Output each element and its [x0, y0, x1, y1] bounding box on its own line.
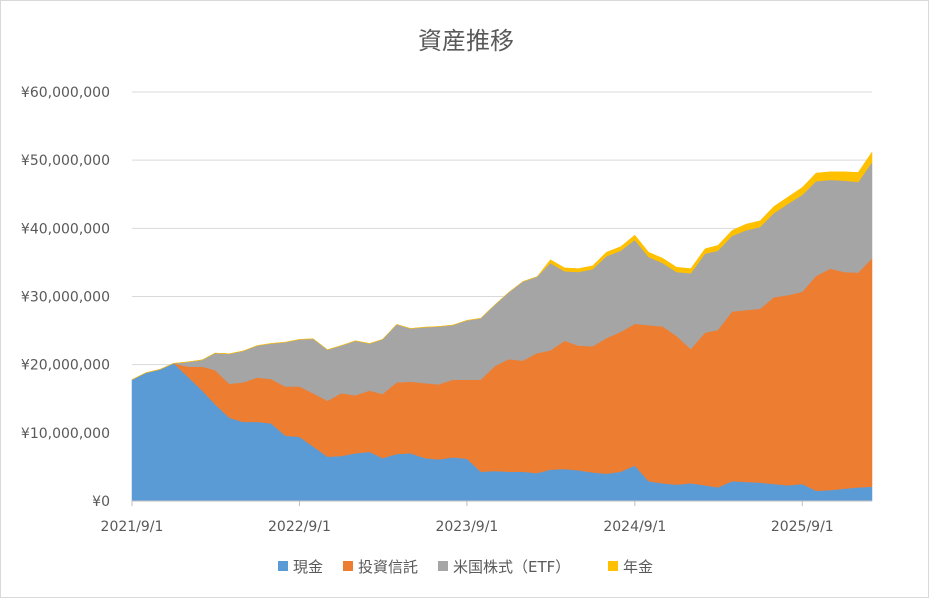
x-tick-label: 2025/9/1	[771, 519, 834, 535]
legend-swatch	[608, 561, 618, 571]
y-tick-label: ¥20,000,000	[21, 358, 110, 374]
y-tick-label: ¥30,000,000	[21, 290, 110, 306]
legend-item: 現金	[278, 558, 323, 576]
legend-label: 年金	[623, 558, 653, 576]
legend-item: 米国株式（ETF）	[438, 558, 570, 576]
x-tick-label: 2021/9/1	[101, 519, 164, 535]
legend-swatch	[438, 561, 448, 571]
legend-label: 投資信託	[358, 558, 418, 576]
x-tick-label: 2023/9/1	[435, 519, 498, 535]
legend-label: 米国株式（ETF）	[453, 558, 570, 576]
y-tick-label: ¥0	[92, 494, 110, 510]
plot-areas	[131, 151, 873, 502]
legend-swatch	[343, 561, 353, 571]
y-tick-label: ¥60,000,000	[21, 85, 110, 101]
legend: 現金 投資信託 米国株式（ETF） 年金	[278, 558, 653, 576]
legend-label: 現金	[293, 558, 323, 576]
legend-item: 年金	[608, 558, 653, 576]
x-tick-label: 2022/9/1	[268, 519, 331, 535]
area-series	[131, 151, 873, 380]
axes: ¥0 ¥10,000,000 ¥20,000,000 ¥30,000,000 ¥40,0…	[21, 85, 872, 535]
y-tick-label: ¥40,000,000	[21, 221, 110, 237]
chart-title: 資産推移	[418, 27, 514, 55]
x-tick-label: 2024/9/1	[603, 519, 666, 535]
y-tick-label: ¥50,000,000	[21, 153, 110, 169]
legend-swatch	[278, 561, 288, 571]
y-tick-label: ¥10,000,000	[21, 426, 110, 442]
legend-item: 投資信託	[343, 558, 418, 576]
